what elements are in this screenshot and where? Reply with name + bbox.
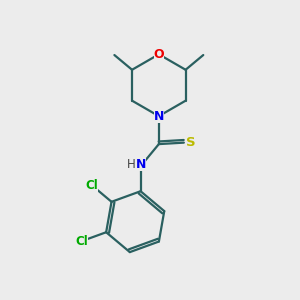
- Text: Cl: Cl: [76, 235, 88, 248]
- Text: O: O: [154, 48, 164, 61]
- Text: S: S: [185, 136, 195, 149]
- Text: N: N: [136, 158, 146, 171]
- Text: Cl: Cl: [85, 179, 98, 192]
- Text: N: N: [154, 110, 164, 123]
- Text: H: H: [127, 158, 136, 171]
